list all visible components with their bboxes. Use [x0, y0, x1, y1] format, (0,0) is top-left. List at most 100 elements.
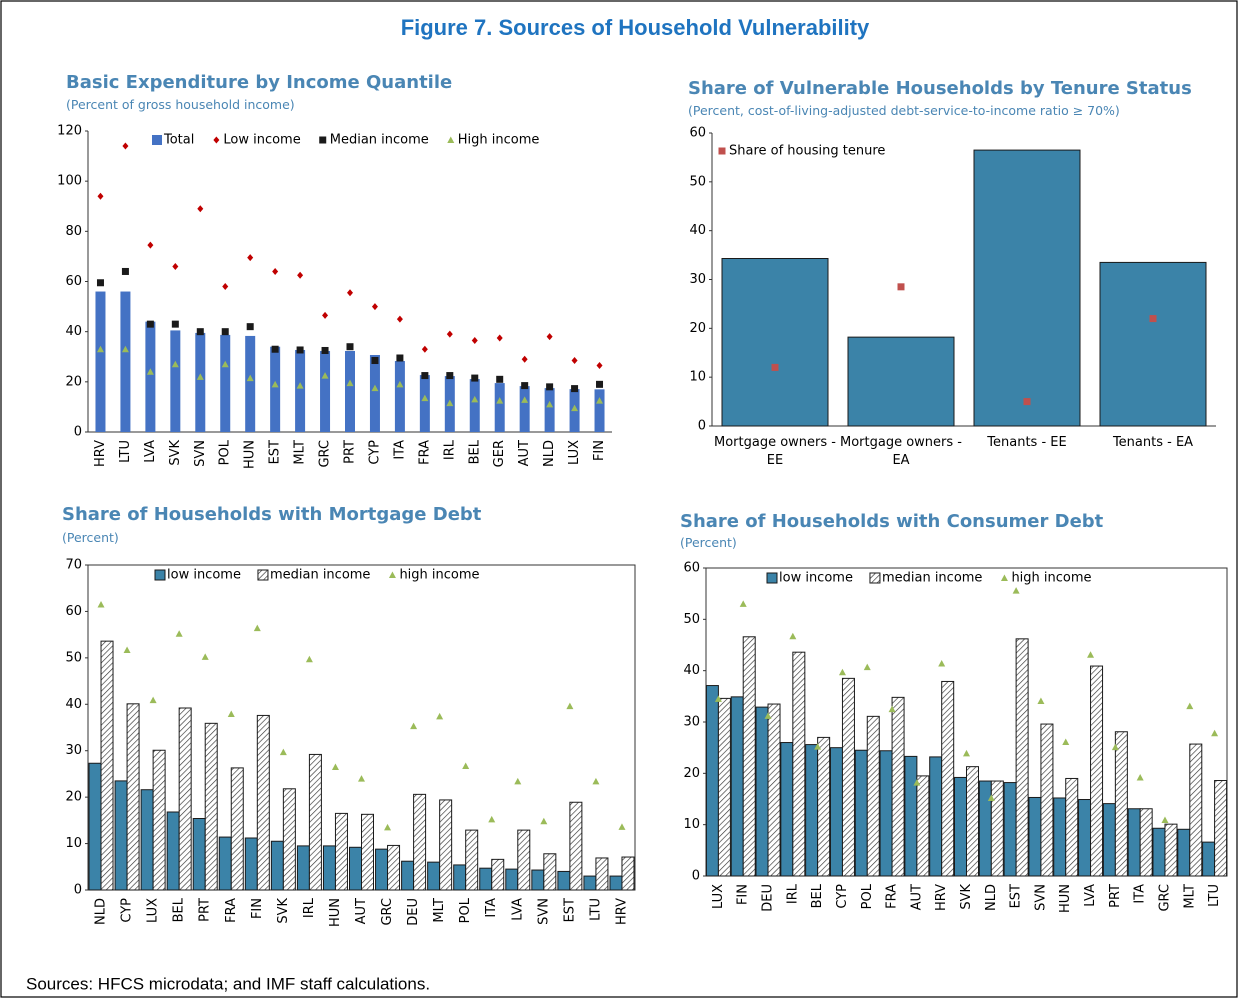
point [1186, 702, 1194, 710]
bar [170, 330, 181, 432]
y-tick-label: 50 [689, 174, 706, 189]
x-tick-label: ITA [392, 440, 407, 460]
y-tick-label: 20 [689, 321, 706, 336]
bar [320, 350, 331, 432]
bar [166, 811, 180, 891]
legend-label: median income [882, 571, 982, 586]
bar [517, 829, 531, 891]
point [221, 360, 229, 368]
point [296, 382, 304, 389]
x-tick-label: CYP [367, 440, 382, 465]
point [863, 663, 871, 671]
point [1037, 697, 1045, 704]
point [197, 205, 204, 213]
source-note: Sources: HFCS microdata; and IMF staff c… [26, 974, 430, 993]
y-tick-label: 30 [689, 272, 706, 287]
point [963, 749, 970, 757]
chart-subtitle: (Percent) [62, 530, 119, 545]
legend-swatch [718, 147, 726, 155]
point [196, 328, 204, 336]
bar [345, 350, 355, 432]
point [888, 705, 896, 713]
legend-label: Total [163, 133, 194, 148]
y-tick-label: 10 [65, 836, 82, 851]
bar [557, 870, 571, 891]
bar [531, 869, 545, 891]
bar [717, 697, 731, 877]
bar [195, 332, 206, 432]
x-tick-label: BEL [810, 883, 825, 908]
bar [595, 857, 609, 891]
x-tick-label: GRC [380, 898, 395, 926]
point [764, 712, 772, 719]
x-tick-label: HRV [93, 440, 108, 467]
legend-swatch [257, 569, 269, 581]
legend-swatch [154, 569, 166, 581]
bar [817, 736, 831, 877]
x-tick-label: CYP [120, 898, 135, 923]
bar [621, 856, 635, 891]
point [571, 404, 579, 412]
chart-title: Share of Households with Mortgage Debt [62, 504, 482, 525]
bar [413, 793, 427, 891]
bar [152, 749, 166, 891]
chart-subtitle: (Percent, cost-of-living-adjusted debt-s… [688, 103, 1120, 118]
x-tick-label: NLD [94, 898, 109, 925]
bar [349, 846, 362, 891]
bar [742, 636, 756, 877]
point [471, 374, 479, 382]
point [121, 267, 129, 275]
x-tick-label: DEU [761, 884, 776, 912]
point [371, 357, 379, 365]
point [171, 320, 179, 328]
point [221, 328, 229, 336]
x-tick-label: LVA [1083, 884, 1098, 907]
point [596, 380, 604, 388]
y-tick-label: 70 [65, 558, 82, 573]
point [1161, 816, 1169, 824]
point [371, 303, 378, 311]
point [1136, 773, 1144, 781]
legend-swatch [766, 572, 778, 584]
bar [270, 346, 281, 432]
x-tick-label: LUX [567, 440, 582, 465]
point [571, 385, 579, 393]
point [272, 267, 279, 275]
bar [609, 875, 623, 891]
bar [145, 321, 156, 432]
bar [780, 742, 794, 877]
point [1149, 315, 1157, 323]
point [1087, 651, 1095, 658]
bar [721, 258, 829, 427]
bar [755, 706, 769, 877]
point [739, 600, 747, 607]
chart-title: Share of Vulnerable Households by Tenure… [688, 78, 1192, 99]
point [789, 632, 797, 640]
bar [1127, 808, 1141, 877]
bar [100, 640, 114, 891]
bar [1102, 803, 1116, 877]
x-tick-label: ITA [484, 898, 499, 918]
bar [375, 848, 389, 891]
x-tick-label: PRT [1108, 884, 1123, 908]
y-tick-label: 40 [689, 223, 706, 238]
y-tick-label: 40 [683, 663, 700, 678]
x-tick-label: SVN [1033, 884, 1048, 911]
x-tick-label: HUN [328, 898, 343, 927]
point [546, 333, 553, 341]
point [1012, 587, 1020, 594]
bar [1065, 777, 1079, 877]
y-tick-label: 60 [683, 561, 700, 576]
x-tick-label: LVA [510, 898, 525, 921]
point [253, 624, 261, 632]
x-tick-label-box: Mortgage owners - EA [840, 435, 962, 468]
x-tick-label: FIN [736, 884, 751, 905]
point [446, 330, 453, 338]
bar [1078, 799, 1092, 877]
legend-swatch [388, 571, 396, 578]
point [222, 283, 229, 291]
bar [361, 813, 374, 891]
x-tick-label: Mortgage owners - EE [714, 435, 836, 468]
bar [866, 715, 880, 877]
